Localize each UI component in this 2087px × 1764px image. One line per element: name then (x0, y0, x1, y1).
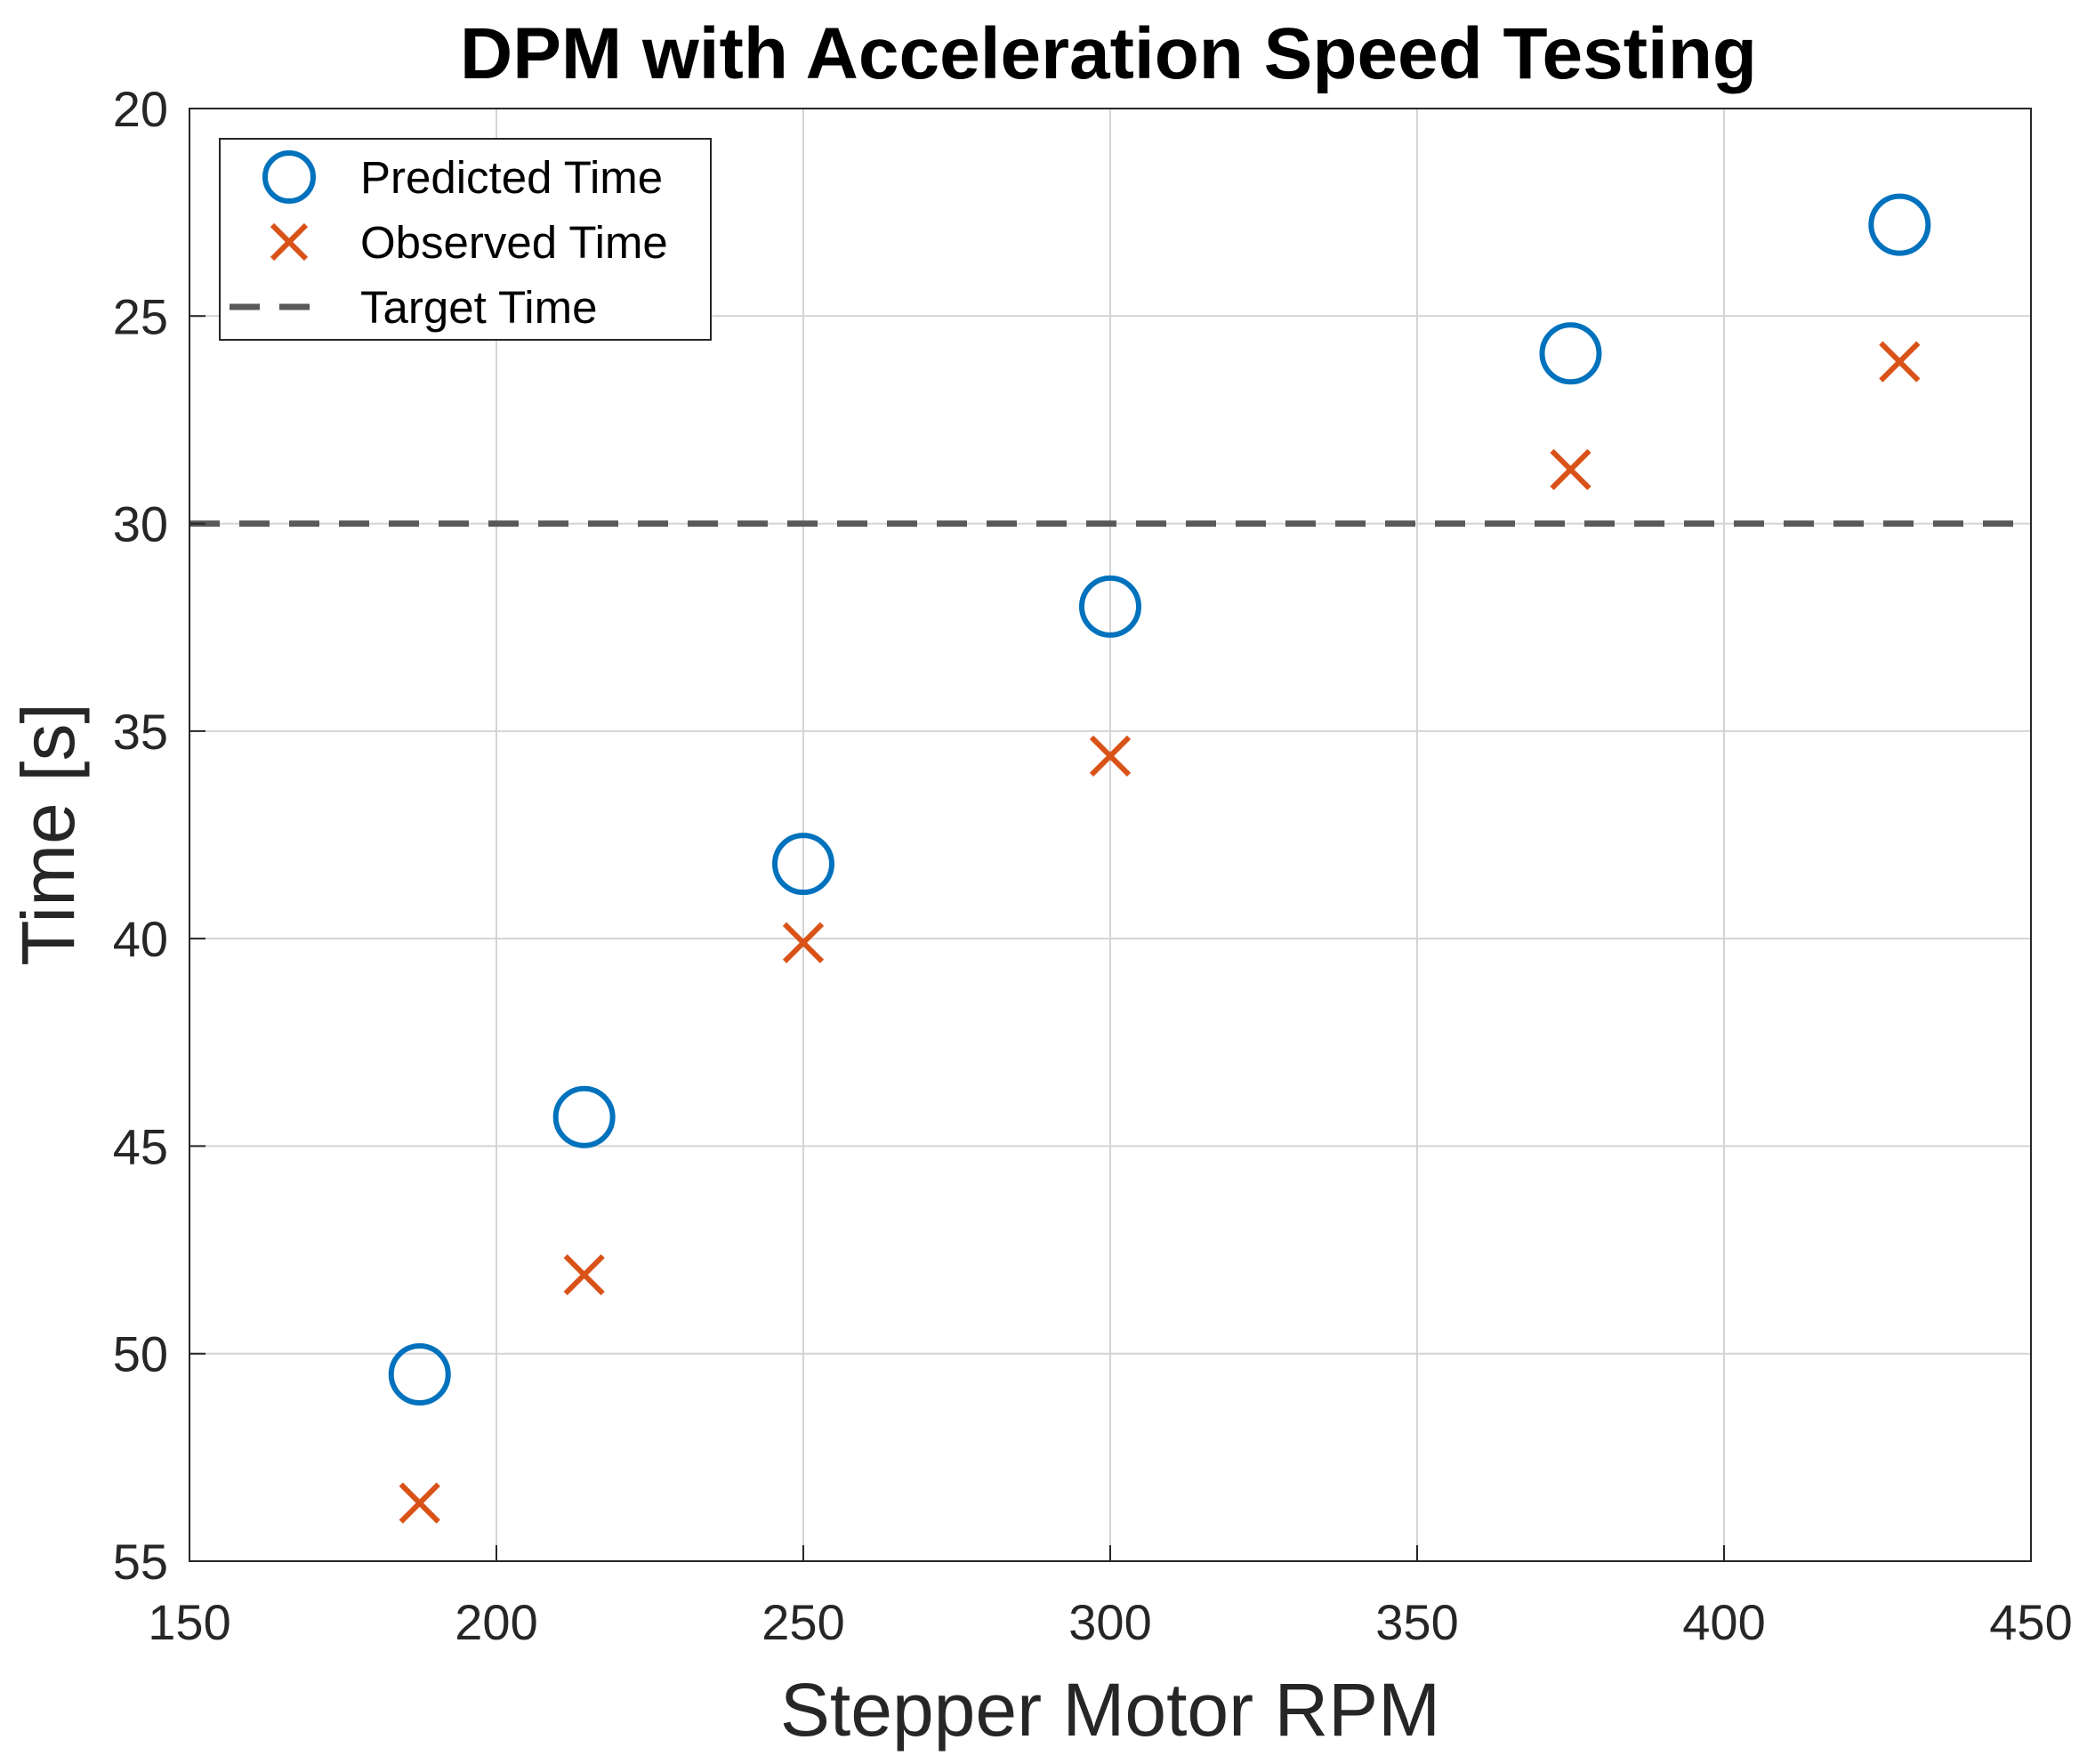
legend-label: Target Time (360, 282, 597, 333)
axis-ticks (189, 108, 2032, 1562)
y-axis-label: Time [s] (6, 703, 90, 966)
y-tick-label: 30 (113, 496, 168, 552)
y-tick-label: 50 (113, 1326, 168, 1382)
legend-x-icon (270, 222, 309, 262)
marker-stroke (782, 922, 825, 963)
x-tick-label: 250 (761, 1594, 844, 1650)
observed-time-point (1879, 341, 1921, 383)
predicted-time-point (772, 833, 834, 896)
observed-time-point (563, 1253, 605, 1296)
legend-entries: Predicted Time Observed Time Target Time (230, 150, 668, 333)
y-tick-label: 55 (113, 1534, 168, 1590)
legend: Predicted Time Observed Time Target Time (219, 138, 712, 341)
predicted-time-point (1079, 575, 1141, 638)
series-observed-time (399, 341, 1921, 1524)
legend-x-stroke (270, 222, 309, 262)
observed-time-point (399, 1482, 440, 1524)
x-tick-label: 400 (1682, 1594, 1765, 1650)
x-tick-label: 450 (1989, 1594, 2072, 1650)
marker-stroke (563, 1253, 605, 1296)
marker-stroke (1879, 341, 1921, 383)
x-tick-label: 350 (1375, 1594, 1458, 1650)
y-tick-label: 20 (113, 81, 168, 137)
marker-stroke (1550, 448, 1591, 491)
observed-time-point (1550, 448, 1591, 491)
tick-labels: 150 200 250 300 350 400 450 20 25 30 35 40 45 50 55 (113, 81, 2073, 1650)
x-axis-label: Stepper Motor RPM (780, 1668, 1440, 1752)
chart-title: DPM with Acceleration Speed Testing (460, 13, 1757, 94)
predicted-time-point (1868, 193, 1931, 256)
predicted-time-point (388, 1343, 451, 1406)
predicted-time-point (552, 1085, 616, 1148)
legend-circle-icon (262, 150, 316, 204)
legend-label: Predicted Time (360, 152, 663, 203)
y-tick-label: 25 (113, 288, 168, 344)
plot-area (189, 108, 2032, 1562)
series-predicted-time (388, 193, 1931, 1406)
observed-time-point (782, 922, 825, 963)
x-tick-label: 300 (1068, 1594, 1151, 1650)
y-tick-label: 45 (113, 1118, 168, 1174)
y-tick-label: 35 (113, 704, 168, 760)
legend-label: Observed Time (360, 217, 668, 268)
x-tick-label: 150 (148, 1594, 230, 1650)
marker-stroke (1089, 735, 1132, 777)
data-marks (388, 193, 1931, 1524)
x-tick-label: 200 (455, 1594, 537, 1650)
marker-stroke (399, 1482, 440, 1524)
observed-time-point (1089, 735, 1132, 777)
predicted-time-point (1539, 322, 1602, 385)
y-tick-label: 40 (113, 911, 168, 967)
